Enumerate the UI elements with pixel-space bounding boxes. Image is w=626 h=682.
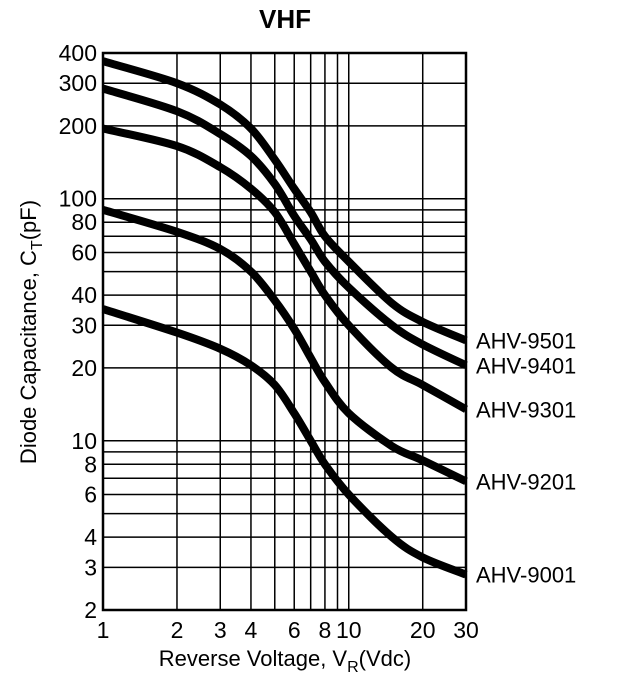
x-tick-label: 30 — [453, 617, 479, 643]
y-tick-label: 100 — [59, 186, 97, 212]
series-line-ahv-9501 — [101, 57, 468, 345]
y-tick-label: 4 — [84, 524, 97, 550]
x-axis-label-main: Reverse Voltage, V — [159, 646, 348, 671]
series-label-ahv-9201: AHV-9201 — [476, 469, 576, 494]
y-tick-label: 20 — [71, 355, 97, 381]
series-line-ahv-9201 — [101, 205, 468, 485]
x-tick-label: 6 — [288, 617, 301, 643]
x-axis-label-sub: R — [347, 659, 359, 676]
y-axis-label-tail: (pF) — [16, 200, 41, 240]
series-line-ahv-9301 — [102, 124, 468, 413]
y-tick-label: 6 — [84, 482, 97, 508]
x-tick-label: 1 — [97, 617, 110, 643]
x-tick-label: 2 — [171, 617, 184, 643]
y-tick-label: 2 — [84, 597, 97, 623]
chart-title: VHF — [259, 4, 311, 34]
y-tick-label: 80 — [71, 209, 97, 235]
y-tick-label: 400 — [59, 40, 97, 66]
series-label-ahv-9401: AHV-9401 — [476, 353, 576, 378]
y-axis-label-sub: T — [29, 240, 46, 250]
y-tick-label: 8 — [84, 451, 97, 477]
x-tick-label: 20 — [410, 617, 436, 643]
series-curves — [101, 57, 468, 579]
tick-labels: 1 2 3 4 6 8 10 20 302346810203040608010020030040… — [59, 40, 479, 643]
y-tick-label: 200 — [59, 113, 97, 139]
y-tick-label: 40 — [71, 282, 97, 308]
x-axis-label-tail: (Vdc) — [359, 646, 412, 671]
x-tick-label: 3 — [214, 617, 227, 643]
grid — [102, 52, 467, 611]
series-label-ahv-9301: AHV-9301 — [476, 397, 576, 422]
series-label-ahv-9001: AHV-9001 — [476, 563, 576, 588]
plot-frame — [101, 51, 468, 612]
y-tick-label: 60 — [71, 239, 97, 265]
series-line-ahv-9401 — [101, 84, 468, 369]
series-line-ahv-9001 — [101, 305, 468, 579]
y-tick-label: 300 — [59, 70, 97, 96]
y-tick-label: 10 — [71, 428, 97, 454]
x-axis-label: Reverse Voltage, VR(Vdc) — [159, 646, 411, 676]
x-tick-label: 10 — [336, 617, 362, 643]
y-tick-label: 30 — [71, 312, 97, 338]
y-axis-label: Diode Capacitance, CT(pF) — [16, 200, 46, 464]
x-tick-label: 8 — [319, 617, 332, 643]
x-tick-label: 4 — [245, 617, 258, 643]
series-label-ahv-9501: AHV-9501 — [476, 328, 576, 353]
y-axis-label-main: Diode Capacitance, C — [16, 250, 41, 464]
y-tick-label: 3 — [84, 554, 97, 580]
